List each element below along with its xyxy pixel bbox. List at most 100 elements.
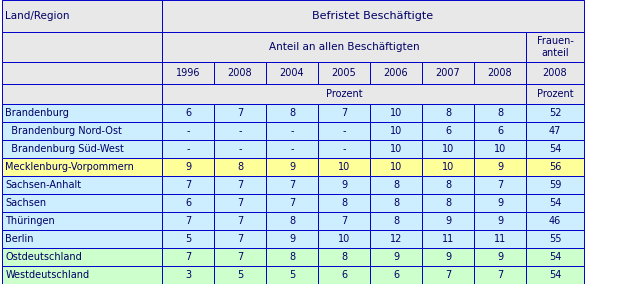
Text: 7: 7	[185, 216, 191, 226]
Bar	[214, 176, 266, 194]
Bar	[474, 62, 526, 84]
Text: 9: 9	[393, 252, 399, 262]
Text: 7: 7	[497, 180, 503, 190]
Bar	[370, 122, 422, 140]
Text: 2006: 2006	[384, 68, 408, 78]
Text: 9: 9	[445, 252, 451, 262]
Bar	[318, 194, 370, 212]
Bar	[266, 140, 318, 158]
Bar	[422, 122, 474, 140]
Bar	[370, 176, 422, 194]
Text: Ostdeutschland: Ostdeutschland	[5, 252, 82, 262]
Text: 7: 7	[237, 180, 243, 190]
Text: Befristet Beschäftigte: Befristet Beschäftigte	[312, 11, 434, 21]
Bar	[526, 158, 584, 176]
Bar	[162, 84, 526, 104]
Bar	[2, 104, 162, 122]
Text: -: -	[342, 144, 345, 154]
Bar	[162, 122, 214, 140]
Text: 8: 8	[393, 198, 399, 208]
Text: 6: 6	[341, 270, 347, 280]
Bar	[526, 230, 584, 248]
Bar	[370, 230, 422, 248]
Text: 8: 8	[237, 162, 243, 172]
Text: 9: 9	[289, 162, 295, 172]
Bar	[526, 176, 584, 194]
Bar	[162, 32, 526, 62]
Text: 9: 9	[445, 216, 451, 226]
Bar	[526, 122, 584, 140]
Text: 10: 10	[390, 144, 402, 154]
Text: 55: 55	[549, 234, 561, 244]
Bar	[2, 248, 162, 266]
Text: 5: 5	[185, 234, 191, 244]
Text: 7: 7	[185, 180, 191, 190]
Text: 12: 12	[390, 234, 402, 244]
Bar	[474, 122, 526, 140]
Text: 8: 8	[393, 216, 399, 226]
Bar	[318, 212, 370, 230]
Text: 2008: 2008	[488, 68, 512, 78]
Bar	[2, 84, 162, 104]
Bar	[318, 176, 370, 194]
Bar	[370, 140, 422, 158]
Text: 9: 9	[497, 162, 503, 172]
Bar	[214, 194, 266, 212]
Bar	[318, 248, 370, 266]
Text: 2007: 2007	[436, 68, 460, 78]
Bar	[214, 212, 266, 230]
Text: 6: 6	[185, 108, 191, 118]
Bar	[266, 122, 318, 140]
Bar	[318, 266, 370, 284]
Text: 7: 7	[289, 180, 295, 190]
Text: 7: 7	[237, 252, 243, 262]
Text: 6: 6	[185, 198, 191, 208]
Bar	[370, 212, 422, 230]
Bar	[318, 230, 370, 248]
Bar	[266, 248, 318, 266]
Text: 54: 54	[549, 144, 561, 154]
Text: 7: 7	[237, 108, 243, 118]
Text: 2008: 2008	[228, 68, 252, 78]
Bar	[266, 230, 318, 248]
Bar	[370, 194, 422, 212]
Text: 8: 8	[341, 198, 347, 208]
Bar	[474, 248, 526, 266]
Text: 54: 54	[549, 252, 561, 262]
Bar	[214, 62, 266, 84]
Bar	[474, 230, 526, 248]
Bar	[474, 104, 526, 122]
Text: 54: 54	[549, 270, 561, 280]
Text: 10: 10	[442, 144, 454, 154]
Text: 10: 10	[338, 162, 350, 172]
Bar	[370, 158, 422, 176]
Text: 7: 7	[237, 234, 243, 244]
Text: 5: 5	[289, 270, 295, 280]
Text: 46: 46	[549, 216, 561, 226]
Text: 9: 9	[185, 162, 191, 172]
Bar	[162, 104, 214, 122]
Text: 52: 52	[549, 108, 561, 118]
Bar	[162, 176, 214, 194]
Bar	[162, 248, 214, 266]
Bar	[370, 62, 422, 84]
Text: 9: 9	[497, 198, 503, 208]
Text: 47: 47	[549, 126, 561, 136]
Bar	[318, 140, 370, 158]
Text: 7: 7	[445, 270, 451, 280]
Text: Sachsen: Sachsen	[5, 198, 46, 208]
Bar	[422, 212, 474, 230]
Bar	[162, 158, 214, 176]
Text: 10: 10	[338, 234, 350, 244]
Bar	[214, 230, 266, 248]
Text: 8: 8	[341, 252, 347, 262]
Bar	[2, 140, 162, 158]
Text: 9: 9	[289, 234, 295, 244]
Bar	[2, 230, 162, 248]
Text: Sachsen-Anhalt: Sachsen-Anhalt	[5, 180, 81, 190]
Text: Thüringen: Thüringen	[5, 216, 55, 226]
Text: 54: 54	[549, 198, 561, 208]
Bar	[318, 104, 370, 122]
Text: 7: 7	[237, 216, 243, 226]
Text: Brandenburg Nord-Ost: Brandenburg Nord-Ost	[5, 126, 122, 136]
